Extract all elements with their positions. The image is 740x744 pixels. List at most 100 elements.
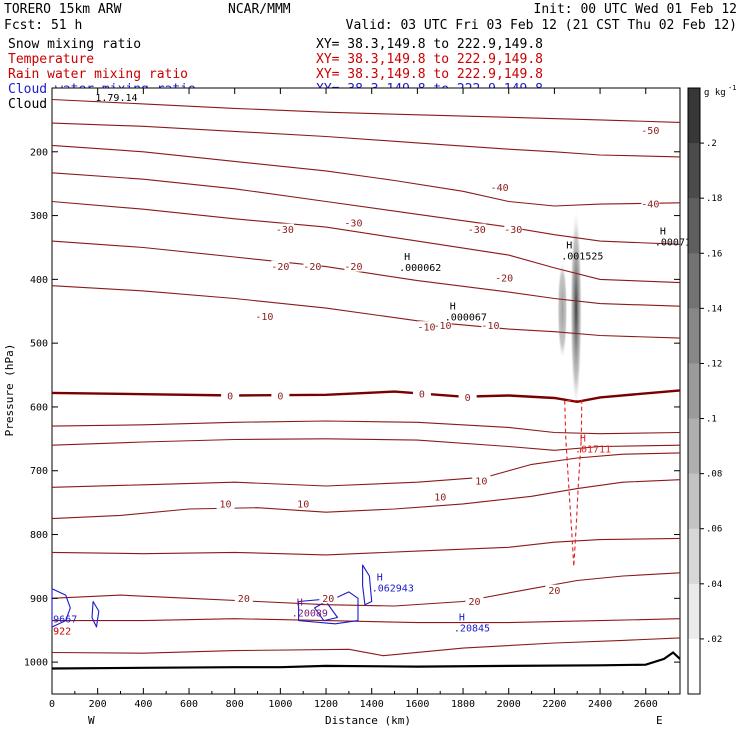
temperature-label-18: 0: [465, 393, 471, 404]
temperature-label-15: 0: [227, 392, 233, 403]
marker-h-1: H: [450, 301, 456, 312]
y-tick-label-5: 700: [30, 466, 48, 477]
temperature-label-27: 20: [548, 586, 560, 597]
temperature-label-21: 10: [475, 476, 487, 487]
legend-item-1: Temperature: [8, 52, 94, 67]
rain-water-contour: [564, 400, 583, 567]
y-tick-label-1: 300: [30, 211, 48, 222]
temperature-label-bg-3: [344, 217, 363, 229]
colorbar-unit: g kg: [704, 88, 726, 98]
valid-time: Valid: 03 UTC Fri 03 Feb 12 (21 CST Thu …: [346, 18, 737, 33]
legend-item-2: Rain water mixing ratio: [8, 67, 188, 82]
temperature-label-22: 10: [220, 499, 232, 510]
temperature-label-8: -20: [344, 262, 362, 273]
temperature-contour-8: [51, 420, 681, 435]
marker-h-3: H: [660, 227, 666, 238]
temperature-contour-10: [51, 452, 681, 488]
extrema-markers: H.000062H.000067H.001525H.000717H.01711H…: [53, 93, 697, 638]
terrain-surface: [51, 651, 681, 670]
colorbar-band-6: [688, 418, 700, 475]
x-tick-label-0: 0: [49, 699, 55, 710]
temperature-label-5: -30: [504, 225, 522, 236]
temperature-contour-14: [52, 618, 681, 624]
marker-h-6: H: [459, 613, 465, 624]
temperature-contour-15: [51, 637, 681, 657]
marker-value-9: 922: [53, 627, 71, 638]
temperature-label-24: 20: [238, 594, 250, 605]
colorbar-band-7: [688, 473, 700, 530]
colorbar: .02 .04 .06 .08 .1 .12 .14 .16 .18 .2: [687, 87, 722, 695]
temperature-label-13: -10: [481, 321, 499, 332]
x-axis-west-label: W: [88, 714, 95, 727]
temperature-label-bg-1: [490, 181, 509, 193]
colorbar-frame: [687, 87, 701, 695]
marker-value-6: .20845: [454, 624, 490, 635]
cloud-water-contour-2: [298, 591, 359, 625]
x-axis: 0 200 400 600 800 1000 1200 1400 1600 1800 2000 220…: [49, 88, 670, 710]
x-tick-label-3: 600: [180, 699, 198, 710]
temperature-label-3: -30: [344, 219, 362, 230]
x-axis-title: Distance (km): [325, 714, 411, 727]
temperature-label-bg-16: [271, 390, 290, 402]
colorbar-tick-label-7: .16: [706, 249, 722, 259]
temperature-label-bg-27: [545, 584, 564, 596]
temperature-label-4: -30: [468, 225, 486, 236]
colorbar-band-5: [688, 363, 700, 420]
legend-xy-2: XY= 38.3,149.8 to 222.9,149.8: [316, 67, 543, 82]
cloud-water-contour-4: [314, 600, 339, 622]
temperature-label-2: -40: [641, 200, 659, 211]
temperature-label-16: 0: [277, 392, 283, 403]
temperature-label-bg-14: [417, 321, 436, 333]
temperature-label-bg-10: [495, 272, 514, 284]
y-tick-label-7: 900: [30, 594, 48, 605]
cloud-water-contour-3: [362, 564, 373, 606]
temperature-contour-4: [51, 200, 681, 284]
marker-value-8: 9667: [53, 615, 77, 626]
colorbar-band-1: [688, 143, 700, 199]
marker-value-5: .062943: [372, 583, 414, 594]
x-tick-label-9: 1800: [451, 699, 475, 710]
x-tick-label-4: 800: [226, 699, 244, 710]
marker-value-7: .20089: [292, 608, 328, 619]
temperature-label-17: 0: [419, 390, 425, 401]
org-title: NCAR/MMM: [228, 2, 291, 17]
marker-value-3: .000717: [655, 238, 697, 249]
x-tick-label-1: 200: [89, 699, 107, 710]
init-time: Init: 00 UTC Wed 01 Feb 12: [534, 2, 738, 17]
colorbar-tick-label-9: .2: [706, 139, 717, 149]
plot-frame: [51, 87, 681, 695]
x-tick-label-13: 2600: [634, 699, 658, 710]
temperature-label-23: 10: [297, 499, 309, 510]
y-axis-title: Pressure (hPa): [3, 344, 16, 437]
temperature-label-12: -10: [433, 321, 451, 332]
rain-water-contours: [564, 400, 583, 567]
plot-area: -50-40-40-30-30 -30-30-20 -20-20-20-10-10-…: [24, 87, 697, 710]
temperature-contour-6: [51, 285, 681, 339]
cloud-ice-shading: [557, 196, 583, 401]
x-tick-label-6: 1200: [314, 699, 338, 710]
temperature-label-bg-4: [467, 223, 486, 235]
cloud-ice-column-0: [557, 253, 568, 356]
x-tick-label-10: 2000: [497, 699, 521, 710]
forecast-hour: Fcst: 51 h: [4, 18, 82, 33]
temperature-contour-12: [51, 537, 681, 556]
temperature-label-bg-9: [303, 260, 322, 272]
temperature-label-bg-2: [641, 198, 660, 210]
marker-value-0: .000062: [399, 263, 441, 274]
colorbar-tick-label-2: .06: [706, 525, 722, 535]
temperature-label-25: 20: [322, 594, 334, 605]
marker-h-7: H: [297, 597, 303, 608]
y-tick-label-6: 800: [30, 530, 48, 541]
temperature-label-bg-24: [234, 592, 253, 604]
marker-h-5: H: [377, 572, 383, 583]
temperature-label-26: 20: [468, 597, 480, 608]
colorbar-tick-label-4: .1: [706, 415, 717, 425]
colorbar-tick-label-5: .12: [706, 359, 722, 369]
temperature-label-bg-7: [271, 260, 290, 272]
temperature-label-bg-6: [275, 223, 294, 235]
legend-item-0: Snow mixing ratio: [8, 37, 141, 52]
temperature-label-bg-8: [344, 260, 363, 272]
temperature-label-1: -40: [491, 183, 509, 194]
temperature-label-bg-0: [641, 124, 660, 136]
